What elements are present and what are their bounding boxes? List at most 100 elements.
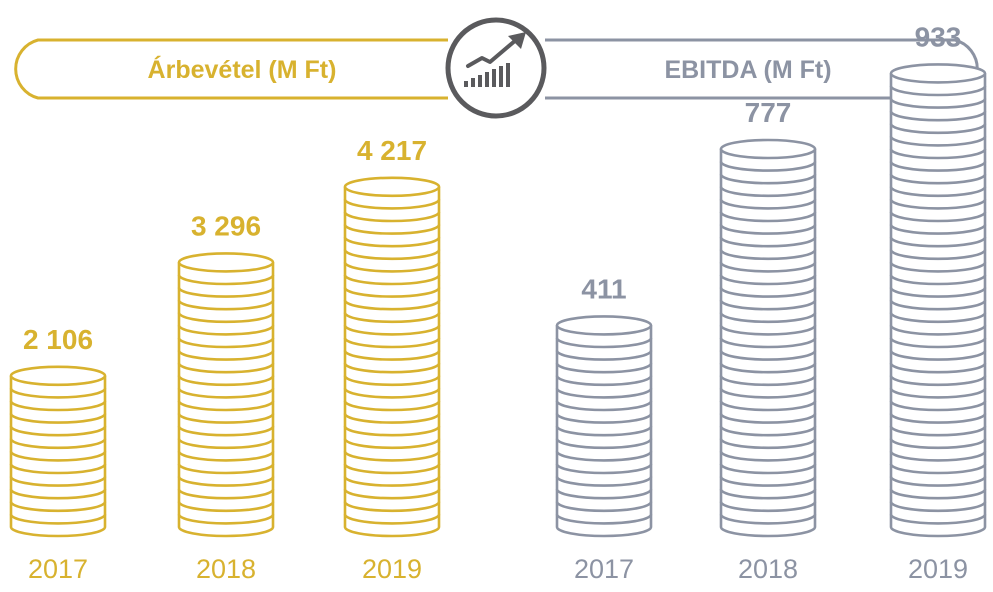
coin-edge: [719, 186, 817, 198]
coin-edge: [177, 451, 275, 462]
coin-edge: [343, 438, 441, 450]
coin-edge: [889, 186, 987, 198]
coin-edge: [889, 400, 987, 412]
tick-label: 2019: [908, 554, 968, 584]
coin-edge: [177, 501, 275, 513]
coin-edge: [889, 312, 987, 324]
icon-bar: [499, 66, 503, 87]
coin-stack-bar: [177, 252, 275, 538]
coin-edge: [555, 451, 653, 462]
coin-top: [719, 138, 817, 160]
coin-edge: [555, 375, 653, 387]
coin-edge: [889, 123, 987, 135]
coin-edge: [889, 236, 987, 248]
coin-edge: [719, 388, 817, 399]
coin-stack-bar: [719, 138, 817, 538]
data-label: 933: [915, 21, 962, 52]
coin-edge: [177, 488, 275, 500]
coin-edge: [555, 337, 653, 349]
coin-stack-bar: [889, 63, 987, 538]
coin-stack-bar: [555, 315, 653, 538]
coin-edge: [177, 438, 275, 450]
data-label: 4 217: [357, 135, 427, 166]
coin-edge: [555, 488, 653, 500]
coin-edge: [889, 388, 987, 399]
coin-edge: [719, 161, 817, 172]
coin-edge: [555, 350, 653, 361]
coin-edge: [889, 110, 987, 122]
coin-edge: [889, 98, 987, 109]
coin-edge: [719, 337, 817, 349]
coin-top: [889, 63, 987, 84]
coin-edge: [555, 501, 653, 513]
coin-edge: [889, 161, 987, 172]
coin-edge: [719, 350, 817, 361]
revenue-title-pill: [14, 38, 448, 100]
coin-edge: [889, 136, 987, 147]
coin-edge: [343, 451, 441, 462]
coin-edge: [177, 287, 275, 298]
coin-edge: [343, 325, 441, 336]
coin-top: [555, 315, 653, 336]
coin-edge: [555, 425, 653, 437]
coin-stack-body: [343, 186, 441, 538]
coin-edge: [177, 274, 275, 286]
coin-edge: [719, 400, 817, 412]
coin-edge: [719, 274, 817, 286]
coin-edge: [343, 400, 441, 412]
coin-edge: [889, 425, 987, 437]
coin-edge: [719, 173, 817, 185]
data-label: 3 296: [191, 210, 261, 241]
coin-edge: [555, 514, 653, 525]
coin-edge: [177, 325, 275, 336]
coin-edge: [177, 514, 275, 525]
icon-bar: [478, 75, 482, 87]
icon-bar: [471, 78, 475, 87]
coin-stack-body: [177, 262, 275, 538]
coin-edge: [9, 488, 107, 500]
coin-edge: [889, 350, 987, 361]
coin-edge: [343, 299, 441, 311]
coin-top: [9, 365, 107, 387]
coin-edge: [719, 413, 817, 424]
coin-edge: [889, 337, 987, 349]
tick-label: 2017: [574, 554, 634, 584]
coin-edge: [719, 287, 817, 298]
coin-edge: [889, 451, 987, 462]
data-label: 2 106: [23, 324, 93, 355]
coin-edge: [719, 375, 817, 387]
coin-edge: [889, 463, 987, 475]
coin-edge: [889, 476, 987, 487]
coin-edge: [177, 375, 275, 387]
coin-edge: [889, 274, 987, 286]
coin-edge: [889, 438, 987, 450]
coin-edge: [343, 312, 441, 324]
coin-edge: [719, 501, 817, 513]
coin-edge: [889, 148, 987, 160]
coin-edge: [555, 400, 653, 412]
coin-edge: [9, 514, 107, 525]
coin-edge: [343, 501, 441, 513]
coin-edge: [889, 249, 987, 261]
tick-label: 2019: [362, 554, 422, 584]
coin-edge: [9, 425, 107, 437]
coin-stacks: 2 106 2017 3 296 2018 4 217 2019 411 2017 777 201…: [9, 21, 987, 584]
coin-edge: [343, 425, 441, 437]
coin-edge: [343, 287, 441, 298]
coin-edge: [889, 262, 987, 273]
coin-edge: [719, 199, 817, 210]
coin-edge: [9, 438, 107, 450]
coin-edge: [555, 438, 653, 450]
coin-top: [177, 252, 275, 273]
tick-label: 2018: [196, 554, 256, 584]
coin-edge: [719, 451, 817, 462]
coin-edge: [889, 362, 987, 374]
coin-edge: [889, 501, 987, 513]
coin-edge: [343, 224, 441, 235]
coin-edge: [343, 388, 441, 399]
coin-edge: [177, 337, 275, 349]
coin-edge: [343, 463, 441, 475]
coin-edge: [889, 488, 987, 500]
coin-edge: [719, 476, 817, 487]
